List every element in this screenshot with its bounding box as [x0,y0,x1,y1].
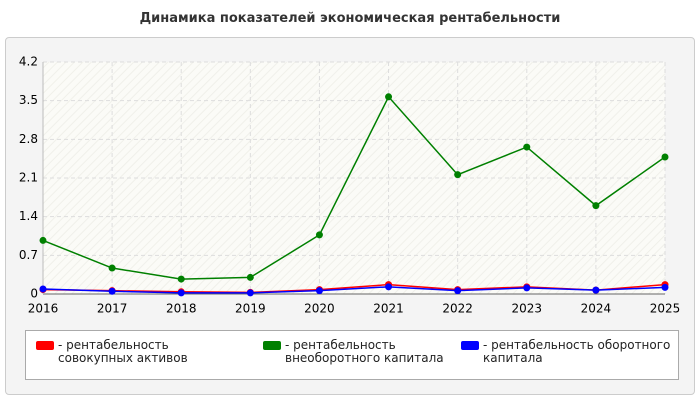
data-point [592,286,600,294]
legend-item: - рентабельность оборотного капитала [461,339,671,365]
data-point [385,93,393,101]
data-point [246,289,254,297]
x-tick-label: 2018 [166,302,197,316]
data-point [39,236,47,244]
data-point [315,231,323,239]
y-tick-label: 4.2 [19,55,38,69]
data-point [592,202,600,210]
legend-item: - рентабельность совокупных активов [36,339,246,365]
x-tick-label: 2024 [581,302,612,316]
y-tick-label: 0 [30,287,38,301]
data-point [108,287,116,295]
legend-swatch [461,341,479,350]
chart: 0 0.7 1.4 2.1 2.8 3.5 4.2 2016 2017 2018 2019 2020 2… [19,55,681,316]
y-tick-label: 3.5 [19,93,38,107]
data-point [454,287,462,295]
chart-title: Динамика показателей экономическая рента… [139,11,561,26]
legend-swatch [263,341,281,350]
y-tick-label: 2.1 [19,171,38,185]
data-point [177,289,185,297]
data-point [315,287,323,295]
x-tick-label: 2020 [304,302,335,316]
legend-swatch [36,341,54,350]
data-point [523,284,531,292]
legend-item: - рентабельность внеоборотного капитала [263,339,453,365]
x-tick-label: 2022 [442,302,473,316]
x-tick-label: 2023 [512,302,543,316]
data-point [523,143,531,151]
y-tick-label: 2.8 [19,132,38,146]
x-tick-label: 2019 [235,302,266,316]
data-point [385,283,393,291]
data-point [661,153,669,161]
x-tick-label: 2021 [373,302,404,316]
data-point [39,285,47,293]
y-tick-label: 1.4 [19,209,38,223]
legend-label: - рентабельность оборотного капитала [483,338,671,365]
legend: - рентабельность совокупных активов - рен… [25,330,679,380]
legend-label: - рентабельность совокупных активов [58,338,188,365]
legend-label: - рентабельность внеоборотного капитала [285,338,444,365]
series-line [42,286,666,294]
x-tick-label: 2025 [650,302,681,316]
data-point [454,171,462,179]
series-line [42,95,666,280]
data-point [108,264,116,272]
x-tick-label: 2017 [97,302,128,316]
x-tick-label: 2016 [28,302,59,316]
data-point [661,283,669,291]
data-point [177,275,185,283]
data-point [246,273,254,281]
y-tick-label: 0.7 [19,248,38,262]
